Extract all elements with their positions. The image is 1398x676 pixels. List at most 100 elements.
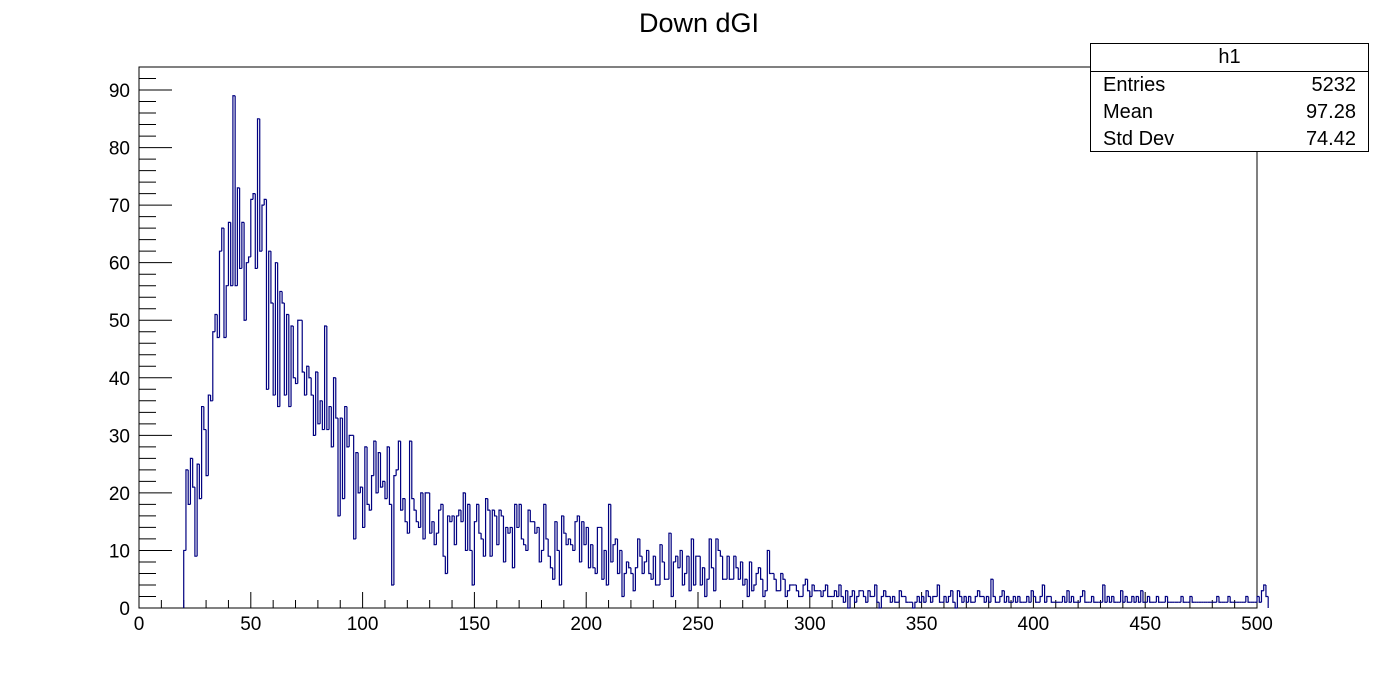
histogram-bin bbox=[929, 596, 933, 603]
histogram-bin bbox=[985, 595, 989, 603]
histogram-bin bbox=[1090, 595, 1094, 603]
histogram-bin bbox=[478, 504, 482, 534]
histogram-bin bbox=[254, 193, 258, 270]
stats-label: Std Dev bbox=[1103, 128, 1175, 150]
histogram-bin bbox=[332, 377, 336, 447]
histogram-bin bbox=[198, 464, 202, 500]
histogram-bin bbox=[268, 250, 271, 390]
histogram-bin bbox=[187, 469, 191, 506]
histogram-bin bbox=[1005, 595, 1009, 603]
histogram-bin bbox=[538, 527, 542, 563]
histogram-bin bbox=[379, 452, 383, 488]
histogram-bin bbox=[507, 527, 511, 534]
histogram-bin bbox=[809, 590, 813, 598]
histogram-bin bbox=[212, 331, 216, 401]
histogram-bin bbox=[256, 118, 260, 269]
histogram-bin bbox=[489, 510, 493, 557]
histogram-bin bbox=[469, 504, 473, 552]
histogram-bin bbox=[355, 452, 359, 539]
histogram-bin bbox=[1256, 595, 1260, 603]
x-axis: 0 50 100 150 200 250 300 350 400 450 500 bbox=[134, 592, 1273, 635]
histogram-bin bbox=[1041, 584, 1045, 597]
histogram-bin bbox=[672, 561, 676, 597]
histogram-bin bbox=[283, 302, 287, 396]
histogram-bin bbox=[549, 556, 553, 569]
histogram-bin bbox=[384, 481, 388, 500]
histogram-bin bbox=[444, 556, 448, 575]
histogram-bin bbox=[221, 227, 224, 252]
histogram-bin bbox=[393, 475, 397, 585]
histogram-bin bbox=[493, 510, 497, 517]
histogram-bin bbox=[239, 187, 242, 270]
stats-name: h1 bbox=[1091, 44, 1368, 72]
histogram-bin bbox=[1001, 590, 1005, 597]
histogram-bin bbox=[1131, 595, 1135, 603]
histogram-bin bbox=[851, 590, 855, 597]
histogram-bin bbox=[637, 538, 640, 568]
histogram-bin bbox=[247, 256, 251, 263]
histogram-bin bbox=[250, 198, 254, 257]
histogram-bin bbox=[1093, 596, 1097, 603]
histogram-bin bbox=[500, 510, 504, 517]
histogram-bin bbox=[690, 538, 694, 591]
histogram-bin bbox=[558, 550, 562, 586]
histogram-bin bbox=[511, 527, 515, 569]
histogram-bin bbox=[540, 549, 544, 562]
histogram-bin bbox=[616, 538, 620, 575]
histogram-bin bbox=[464, 492, 468, 552]
histogram-bin bbox=[979, 590, 982, 598]
histogram-bin bbox=[279, 290, 283, 407]
histogram-bin bbox=[959, 590, 962, 598]
histogram-bin bbox=[1155, 595, 1159, 603]
histogram-bin bbox=[916, 595, 920, 603]
histogram-bin bbox=[404, 498, 408, 523]
histogram-bin bbox=[1061, 595, 1065, 603]
histogram-bin bbox=[353, 435, 356, 540]
histogram-bin bbox=[569, 538, 573, 546]
histogram-bin bbox=[590, 544, 593, 568]
histogram-bin bbox=[780, 572, 783, 591]
histogram-bin bbox=[625, 561, 629, 574]
histogram-bin bbox=[277, 262, 280, 408]
histogram-bin bbox=[686, 555, 690, 574]
histogram-bin bbox=[261, 204, 265, 252]
histogram-bin bbox=[196, 463, 200, 557]
histogram-bin bbox=[1140, 590, 1143, 603]
histogram-bin bbox=[411, 441, 415, 500]
histogram-bin bbox=[274, 262, 278, 396]
histogram-bin bbox=[802, 584, 806, 597]
histogram-bin bbox=[994, 596, 998, 603]
histogram-bin bbox=[1008, 596, 1012, 603]
histogram-bin bbox=[760, 567, 763, 580]
histogram-bin bbox=[364, 446, 368, 528]
histogram-bin bbox=[1046, 595, 1050, 603]
histogram-bin bbox=[270, 251, 274, 304]
histogram-bin bbox=[804, 578, 808, 585]
histogram-bin bbox=[878, 602, 882, 609]
histogram-bin bbox=[1247, 596, 1251, 603]
histogram-bin bbox=[1216, 595, 1219, 603]
stats-row-stddev: Std Dev 74.42 bbox=[1091, 126, 1368, 153]
histogram-bin bbox=[294, 377, 298, 385]
histogram-bin bbox=[310, 377, 314, 396]
histogram-bin bbox=[583, 521, 587, 546]
histogram-bin bbox=[514, 503, 517, 568]
histogram-bin bbox=[670, 533, 674, 598]
histogram-bin bbox=[784, 579, 788, 598]
histogram-bin bbox=[822, 590, 826, 597]
histogram-bin bbox=[373, 440, 377, 476]
histogram-bin bbox=[388, 446, 392, 506]
stats-label: Mean bbox=[1103, 101, 1154, 123]
histogram-bin bbox=[232, 95, 236, 286]
histogram-bin bbox=[679, 549, 683, 568]
x-tick-label: 300 bbox=[794, 614, 826, 635]
histogram-bin bbox=[263, 198, 267, 206]
stats-value: 74.42 bbox=[1305, 128, 1356, 150]
histogram-bin bbox=[303, 372, 307, 396]
histogram-bin bbox=[446, 515, 450, 574]
histogram-bin bbox=[520, 504, 524, 540]
histogram-bin bbox=[746, 579, 750, 598]
histogram-bin bbox=[203, 406, 207, 431]
histogram-bin bbox=[1229, 596, 1233, 603]
histogram-bin bbox=[1026, 595, 1029, 603]
